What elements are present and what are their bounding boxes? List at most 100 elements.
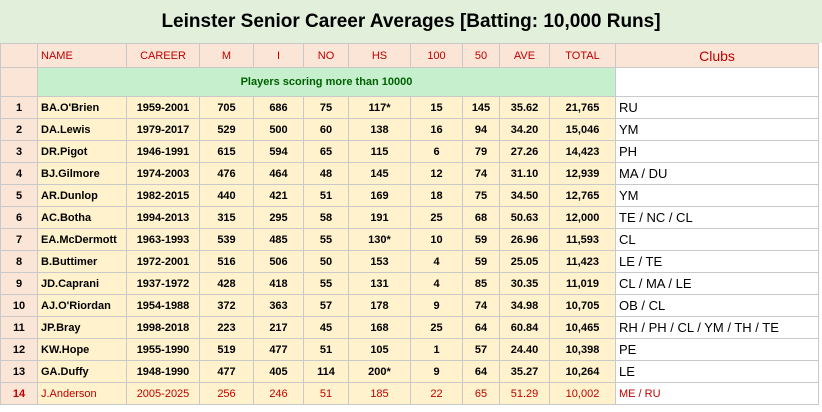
header-m[interactable]: M bbox=[199, 43, 254, 68]
m-cell: 223 bbox=[199, 316, 254, 339]
table-row[interactable]: 11 JP.Bray 1998-2018 223 217 45 168 25 64 60.84 10… bbox=[0, 316, 819, 339]
i-cell: 421 bbox=[253, 184, 304, 207]
i-cell: 464 bbox=[253, 162, 304, 185]
name-cell: AJ.O'Riordan bbox=[37, 294, 127, 317]
name-cell: BA.O'Brien bbox=[37, 96, 127, 119]
header-hs[interactable]: HS bbox=[348, 43, 411, 68]
m-cell: 516 bbox=[199, 250, 254, 273]
hs-cell: 153 bbox=[348, 250, 411, 273]
h100-cell: 12 bbox=[410, 162, 463, 185]
rank-cell: 10 bbox=[0, 294, 38, 317]
total-cell: 10,398 bbox=[549, 338, 616, 361]
table-row[interactable]: 9 JD.Caprani 1937-1972 428 418 55 131 4 85 30.35 1… bbox=[0, 272, 819, 295]
hs-cell: 185 bbox=[348, 382, 411, 405]
name-cell: JP.Bray bbox=[37, 316, 127, 339]
h100-cell: 16 bbox=[410, 118, 463, 141]
i-cell: 405 bbox=[253, 360, 304, 383]
page-title: Leinster Senior Career Averages [Batting… bbox=[0, 0, 822, 43]
i-cell: 246 bbox=[253, 382, 304, 405]
i-cell: 295 bbox=[253, 206, 304, 229]
ave-cell: 24.40 bbox=[499, 338, 550, 361]
table-row[interactable]: 12 KW.Hope 1955-1990 519 477 51 105 1 57 24.40 10,… bbox=[0, 338, 819, 361]
h50-cell: 94 bbox=[462, 118, 500, 141]
ave-cell: 60.84 bbox=[499, 316, 550, 339]
ave-cell: 31.10 bbox=[499, 162, 550, 185]
h100-cell: 9 bbox=[410, 360, 463, 383]
subheader-row: Players scoring more than 10000 bbox=[0, 67, 819, 97]
career-cell: 1994-2013 bbox=[126, 206, 200, 229]
h50-cell: 79 bbox=[462, 140, 500, 163]
ave-cell: 51.29 bbox=[499, 382, 550, 405]
name-cell: J.Anderson bbox=[37, 382, 127, 405]
i-cell: 485 bbox=[253, 228, 304, 251]
rank-cell: 2 bbox=[0, 118, 38, 141]
table-row[interactable]: 1 BA.O'Brien 1959-2001 705 686 75 117* 15 145 35.… bbox=[0, 96, 819, 119]
ave-cell: 34.20 bbox=[499, 118, 550, 141]
table-row[interactable]: 10 AJ.O'Riordan 1954-1988 372 363 57 178 9 74 34.… bbox=[0, 294, 819, 317]
header-total[interactable]: TOTAL bbox=[549, 43, 616, 68]
ave-cell: 30.35 bbox=[499, 272, 550, 295]
h100-cell: 25 bbox=[410, 316, 463, 339]
rank-cell: 6 bbox=[0, 206, 38, 229]
header-100[interactable]: 100 bbox=[410, 43, 463, 68]
h50-cell: 59 bbox=[462, 228, 500, 251]
table-row[interactable]: 8 B.Buttimer 1972-2001 516 506 50 153 4 59 25.05 1… bbox=[0, 250, 819, 273]
career-cell: 1972-2001 bbox=[126, 250, 200, 273]
i-cell: 363 bbox=[253, 294, 304, 317]
table-row[interactable]: 14 J.Anderson 2005-2025 256 246 51 185 22 65 51.2… bbox=[0, 382, 819, 405]
header-career[interactable]: CAREER bbox=[126, 43, 200, 68]
ave-cell: 34.50 bbox=[499, 184, 550, 207]
name-cell: B.Buttimer bbox=[37, 250, 127, 273]
subheader-clubs bbox=[615, 67, 819, 97]
name-cell: DA.Lewis bbox=[37, 118, 127, 141]
table-row[interactable]: 7 EA.McDermott 1963-1993 539 485 55 130* 10 59 26… bbox=[0, 228, 819, 251]
career-cell: 1963-1993 bbox=[126, 228, 200, 251]
hs-cell: 130* bbox=[348, 228, 411, 251]
ave-cell: 34.98 bbox=[499, 294, 550, 317]
rank-cell: 11 bbox=[0, 316, 38, 339]
header-50[interactable]: 50 bbox=[462, 43, 500, 68]
h100-cell: 9 bbox=[410, 294, 463, 317]
header-name[interactable]: NAME bbox=[37, 43, 127, 68]
total-cell: 11,423 bbox=[549, 250, 616, 273]
table-row[interactable]: 3 DR.Pigot 1946-1991 615 594 65 115 6 79 27.26 14,… bbox=[0, 140, 819, 163]
clubs-cell: RU bbox=[615, 96, 819, 119]
total-cell: 10,264 bbox=[549, 360, 616, 383]
name-cell: AC.Botha bbox=[37, 206, 127, 229]
ave-cell: 27.26 bbox=[499, 140, 550, 163]
m-cell: 477 bbox=[199, 360, 254, 383]
m-cell: 615 bbox=[199, 140, 254, 163]
m-cell: 529 bbox=[199, 118, 254, 141]
table-row[interactable]: 4 BJ.Gilmore 1974-2003 476 464 48 145 12 74 31.10… bbox=[0, 162, 819, 185]
h50-cell: 85 bbox=[462, 272, 500, 295]
i-cell: 686 bbox=[253, 96, 304, 119]
m-cell: 519 bbox=[199, 338, 254, 361]
header-no[interactable]: NO bbox=[303, 43, 349, 68]
h50-cell: 74 bbox=[462, 294, 500, 317]
header-clubs[interactable]: Clubs bbox=[615, 43, 819, 68]
hs-cell: 145 bbox=[348, 162, 411, 185]
table-row[interactable]: 6 AC.Botha 1994-2013 315 295 58 191 25 68 50.63 12… bbox=[0, 206, 819, 229]
clubs-cell: RH / PH / CL / YM / TH / TE bbox=[615, 316, 819, 339]
clubs-cell: PH bbox=[615, 140, 819, 163]
total-cell: 12,939 bbox=[549, 162, 616, 185]
h100-cell: 15 bbox=[410, 96, 463, 119]
header-ave[interactable]: AVE bbox=[499, 43, 550, 68]
table-row[interactable]: 2 DA.Lewis 1979-2017 529 500 60 138 16 94 34.20 15… bbox=[0, 118, 819, 141]
h50-cell: 64 bbox=[462, 360, 500, 383]
name-cell: GA.Duffy bbox=[37, 360, 127, 383]
hs-cell: 169 bbox=[348, 184, 411, 207]
clubs-cell: PE bbox=[615, 338, 819, 361]
ave-cell: 26.96 bbox=[499, 228, 550, 251]
no-cell: 55 bbox=[303, 228, 349, 251]
table-row[interactable]: 5 AR.Dunlop 1982-2015 440 421 51 169 18 75 34.50 1… bbox=[0, 184, 819, 207]
rank-cell: 7 bbox=[0, 228, 38, 251]
header-i[interactable]: I bbox=[253, 43, 304, 68]
rank-cell: 8 bbox=[0, 250, 38, 273]
m-cell: 476 bbox=[199, 162, 254, 185]
total-cell: 11,019 bbox=[549, 272, 616, 295]
career-cell: 1974-2003 bbox=[126, 162, 200, 185]
table-row[interactable]: 13 GA.Duffy 1948-1990 477 405 114 200* 9 64 35.27… bbox=[0, 360, 819, 383]
i-cell: 477 bbox=[253, 338, 304, 361]
career-cell: 1937-1972 bbox=[126, 272, 200, 295]
